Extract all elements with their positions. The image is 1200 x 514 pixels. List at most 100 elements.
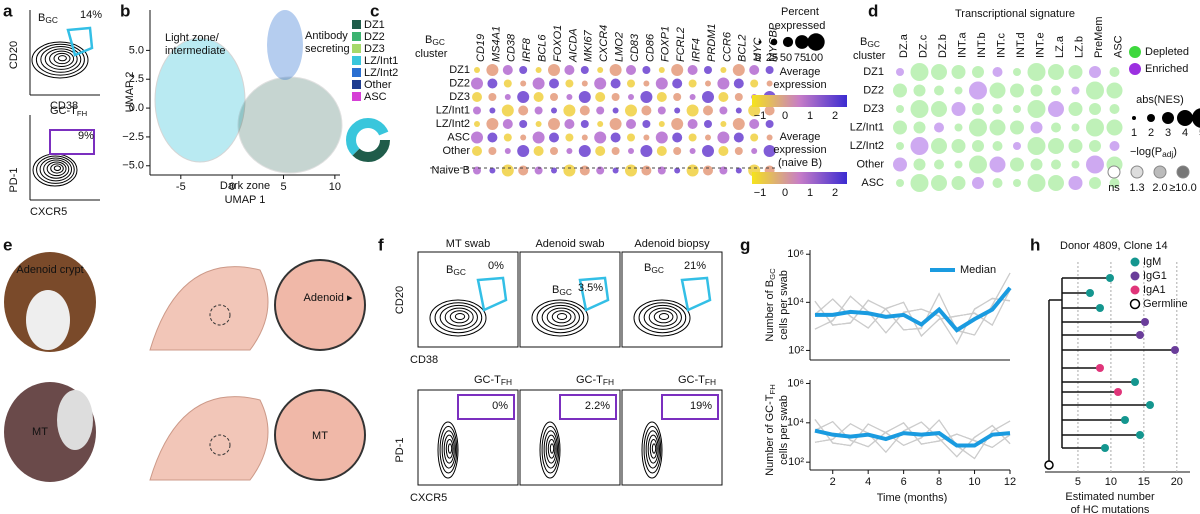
- legend-swatch: [352, 20, 361, 29]
- column-label: LZ.b: [1073, 36, 1085, 58]
- dot: [563, 164, 576, 177]
- dot: [913, 84, 926, 97]
- legend-swatch: [352, 68, 361, 77]
- contour: [36, 155, 75, 184]
- label: GC-TFH: [50, 105, 87, 118]
- contour: [645, 430, 660, 469]
- label-sub: FH: [603, 377, 614, 387]
- label: Estimated number: [1065, 491, 1155, 503]
- dot: [703, 165, 713, 176]
- gate: [680, 276, 712, 312]
- dot: [671, 118, 684, 130]
- dot: [1086, 155, 1104, 174]
- contour: [543, 430, 558, 469]
- label: Antibody: [305, 30, 348, 42]
- dot: [486, 118, 499, 130]
- contour: [556, 313, 568, 320]
- donor-line: [814, 419, 1011, 460]
- label: 19%: [690, 400, 712, 412]
- dot: [486, 64, 499, 76]
- size-key: [758, 40, 762, 44]
- label: 10⁴: [787, 417, 804, 429]
- tree-tip: [1114, 388, 1122, 396]
- dot: [934, 122, 944, 133]
- label: 0: [782, 187, 788, 199]
- contour: [444, 307, 474, 327]
- dot: [474, 121, 480, 127]
- size-key: [1162, 112, 1174, 124]
- label: Average: [780, 66, 821, 78]
- dot: [517, 145, 530, 157]
- contour: [449, 310, 470, 324]
- label: 0: [755, 52, 761, 64]
- dot: [1010, 83, 1024, 98]
- dot: [517, 91, 530, 103]
- cluster-outline: [237, 76, 343, 174]
- label: BGC: [860, 36, 880, 49]
- dot: [627, 79, 635, 88]
- tree-tip: [1086, 289, 1094, 297]
- label: CD20: [394, 286, 406, 314]
- dot: [548, 118, 560, 130]
- dot: [534, 106, 543, 115]
- dot: [765, 66, 774, 74]
- dot: [579, 165, 590, 176]
- panel-label: h: [1030, 235, 1040, 254]
- donor-line: [814, 419, 1011, 460]
- label: DZ2: [449, 77, 470, 89]
- label-main: B: [446, 264, 453, 276]
- dot: [535, 121, 542, 127]
- dot: [566, 94, 573, 100]
- dot: [896, 142, 904, 150]
- label: 2.5: [129, 73, 144, 85]
- gene-label: CCR6: [721, 31, 733, 62]
- contour: [43, 159, 70, 179]
- dot: [989, 156, 1006, 173]
- dot: [972, 66, 984, 78]
- label-main: Number of GC-T: [764, 394, 776, 476]
- label: 12: [1004, 476, 1016, 488]
- label: LZ/Int2: [850, 140, 884, 152]
- contour: [641, 421, 663, 479]
- dot: [1089, 66, 1101, 78]
- label: 0%: [488, 260, 504, 272]
- label-sub: FH: [705, 377, 716, 387]
- contour: [546, 307, 576, 327]
- p-key: [1176, 165, 1190, 179]
- gene-label: CD86: [644, 33, 656, 62]
- dot: [594, 131, 607, 144]
- dot: [705, 134, 711, 141]
- legend-entry: Median: [960, 264, 996, 276]
- dot: [910, 174, 929, 192]
- column-label: DZ.b: [937, 34, 949, 58]
- dot: [594, 77, 607, 90]
- tree-tip: [1141, 318, 1149, 326]
- label-main: GC-T: [474, 374, 501, 386]
- dot: [720, 67, 727, 73]
- dot: [703, 105, 713, 116]
- dot: [733, 78, 744, 89]
- dot: [910, 63, 929, 81]
- label: ns: [1108, 182, 1120, 194]
- label: UMAP 2: [124, 72, 136, 113]
- contour: [441, 430, 456, 469]
- dot: [519, 120, 528, 128]
- legend-swatch: [352, 32, 361, 41]
- dot: [749, 65, 760, 75]
- contour: [429, 299, 487, 337]
- label: DZ1: [863, 66, 884, 78]
- dot: [611, 93, 620, 101]
- dot: [640, 145, 653, 157]
- label: Light zone/: [165, 32, 220, 44]
- dot: [1027, 63, 1046, 81]
- label-sub: GC: [432, 37, 445, 47]
- dot: [989, 119, 1006, 136]
- contour: [44, 48, 78, 70]
- dot: [1068, 139, 1083, 153]
- tree-tip: [1096, 304, 1104, 312]
- dot: [992, 67, 1003, 77]
- dot: [565, 133, 574, 142]
- label-main: B: [38, 12, 45, 24]
- dot: [578, 145, 591, 157]
